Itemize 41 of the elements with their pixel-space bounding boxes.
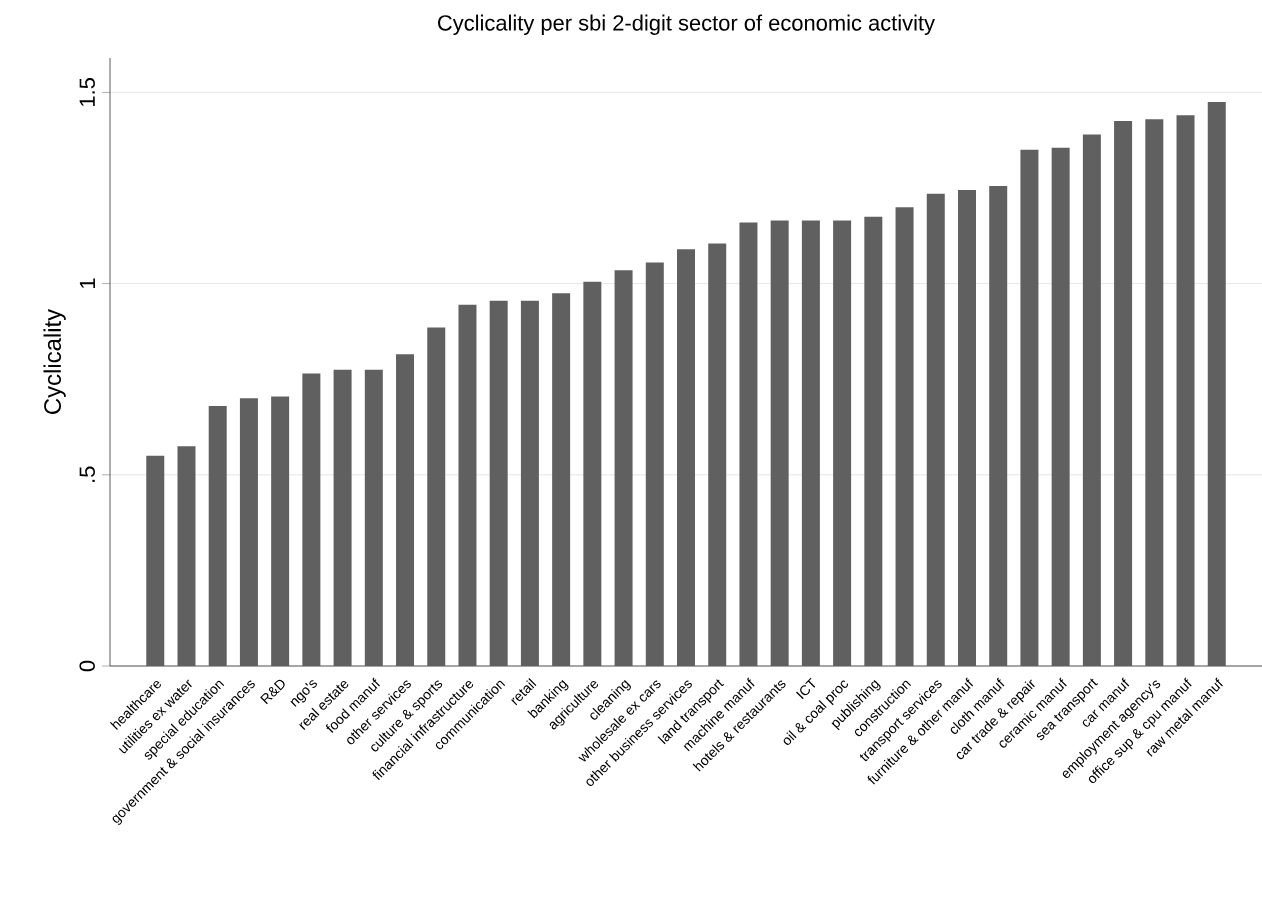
bar (770, 220, 789, 666)
bar (677, 249, 696, 666)
bar (895, 207, 914, 666)
bar (458, 304, 477, 666)
bar (957, 189, 976, 666)
bar (333, 369, 352, 666)
bar (708, 243, 727, 666)
bar (364, 369, 383, 666)
bar (1020, 149, 1039, 666)
y-tick-label: 1 (79, 278, 95, 289)
bar (1051, 147, 1070, 666)
bar (864, 216, 883, 666)
bar (614, 270, 633, 666)
bar (926, 193, 945, 666)
bar (208, 405, 227, 666)
bar (427, 327, 446, 666)
bar (146, 455, 165, 666)
y-tick-label: .5 (79, 466, 95, 482)
bar (1176, 115, 1195, 666)
bar (239, 398, 258, 666)
y-axis-title: Cyclicality (43, 308, 66, 414)
y-tick-label: 1.5 (79, 78, 95, 106)
bar (1114, 121, 1133, 666)
bar (302, 373, 321, 666)
bar (583, 281, 602, 666)
chart-title: Cyclicality per sbi 2-digit sector of economic activity (438, 14, 935, 35)
bar (833, 220, 852, 666)
bar (1082, 134, 1101, 666)
y-tick-label: 0 (79, 660, 95, 672)
bar (989, 186, 1008, 666)
bar (801, 220, 820, 666)
bar (645, 262, 664, 666)
bar (489, 300, 508, 666)
bar (177, 446, 196, 666)
bar (1145, 119, 1164, 666)
bar (396, 354, 415, 666)
bar (271, 396, 290, 666)
bar (552, 293, 571, 666)
bar (739, 222, 758, 666)
bar (520, 300, 539, 666)
bar (1207, 101, 1226, 666)
